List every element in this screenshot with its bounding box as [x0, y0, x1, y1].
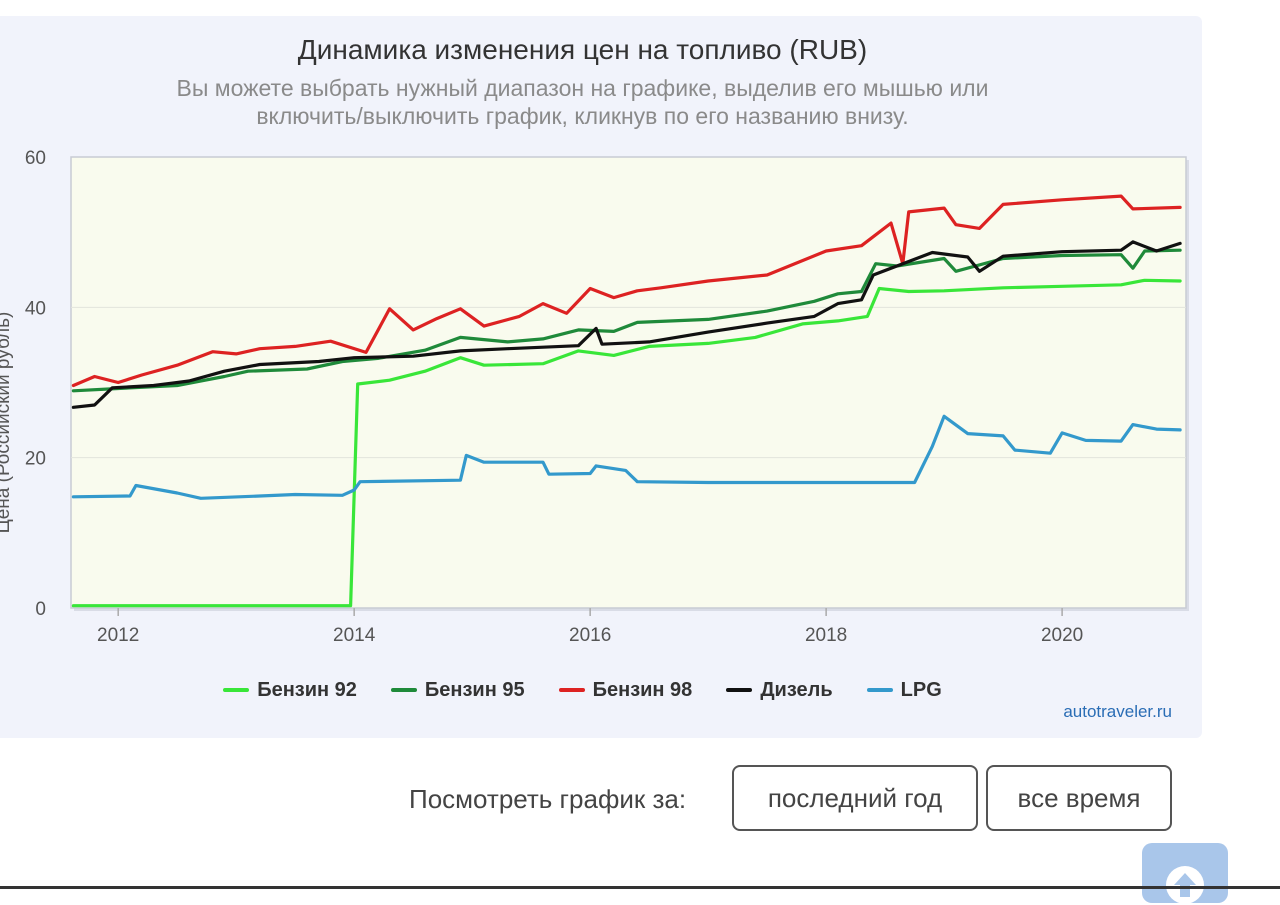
series-line-benzin-98[interactable] [71, 194, 1182, 388]
chart-subtitle-line-2: включить/выключить график, кликнув по ег… [256, 103, 909, 129]
legend-label: LPG [900, 678, 942, 701]
legend-label: Бензин 92 [257, 678, 357, 701]
chart-subtitle: Вы можете выбрать нужный диапазон на гра… [0, 74, 1165, 130]
chart-legend: Бензин 92 Бензин 95 Бензин 98 Дизель LPG [0, 677, 1165, 703]
all-time-button[interactable]: все время [986, 765, 1172, 831]
legend-swatch [223, 688, 250, 692]
credit-link[interactable]: autotraveler.ru [1063, 702, 1172, 721]
plot-area[interactable] [70, 156, 1187, 609]
y-tick-label: 60 [25, 148, 46, 169]
legend-swatch [558, 688, 585, 692]
arrow-up-icon [1166, 866, 1204, 904]
y-tick-label: 0 [35, 599, 46, 620]
series-line-diesel[interactable] [71, 240, 1182, 409]
legend-swatch [726, 688, 753, 692]
legend-item-benzin-98[interactable]: Бензин 98 [558, 677, 693, 703]
x-tick-label: 2020 [1041, 625, 1083, 646]
y-tick-label: 20 [25, 449, 46, 470]
x-tick-label: 2014 [333, 625, 376, 646]
series-line-benzin-95[interactable] [71, 248, 1182, 393]
x-tick-label: 2018 [805, 625, 847, 646]
legend-swatch [390, 688, 417, 692]
legend-item-diesel[interactable]: Дизель [726, 677, 833, 703]
legend-item-benzin-95[interactable]: Бензин 95 [390, 677, 525, 703]
view-range-label: Посмотреть график за: [409, 784, 687, 814]
legend-swatch [866, 688, 893, 692]
page-divider [0, 886, 1280, 889]
fuel-price-chart[interactable]: 0 20 40 60 2012 2014 2016 2018 2020 Цена (Российс… [0, 0, 1280, 760]
last-year-button[interactable]: последний год [732, 765, 978, 831]
legend-label: Дизель [760, 678, 833, 701]
x-tick-label: 2016 [569, 625, 611, 646]
series-line-benzin-92[interactable] [71, 278, 1182, 608]
y-tick-label: 40 [25, 298, 46, 319]
chart-subtitle-line-1: Вы можете выбрать нужный диапазон на гра… [176, 75, 989, 101]
scroll-up-button[interactable] [1142, 843, 1228, 904]
legend-item-benzin-92[interactable]: Бензин 92 [223, 677, 357, 703]
legend-label: Бензин 98 [592, 678, 693, 701]
chart-title: Динамика изменения цен на топливо (RUB) [297, 34, 868, 65]
legend-label: Бензин 95 [424, 678, 525, 701]
series-line-lpg[interactable] [71, 414, 1182, 500]
x-tick-label: 2012 [97, 625, 139, 646]
legend-item-lpg[interactable]: LPG [866, 677, 942, 703]
y-axis-label: Цена (Российский рубль) [0, 312, 14, 534]
